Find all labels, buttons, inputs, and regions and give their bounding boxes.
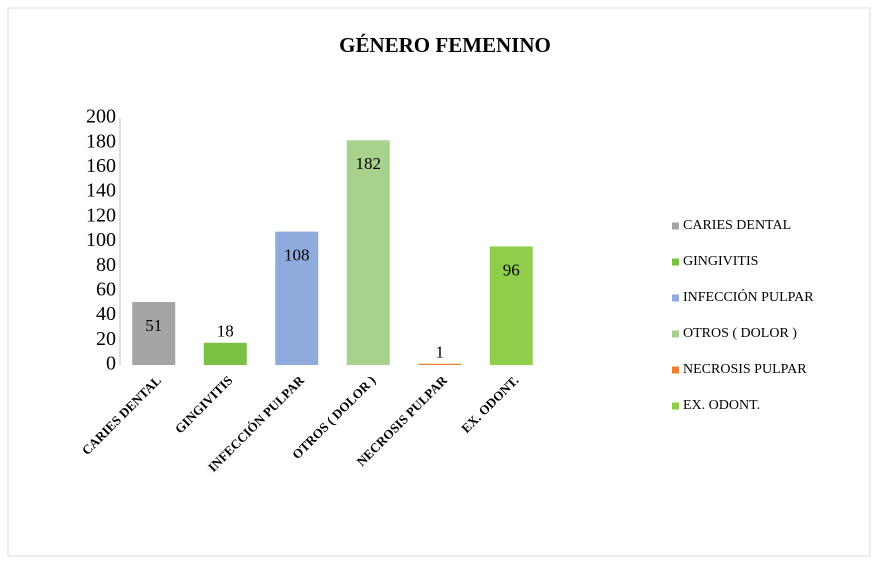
y-tick-label: 100 <box>86 229 116 251</box>
legend-swatch <box>672 330 679 338</box>
data-label: 182 <box>356 154 382 173</box>
y-tick-label: 200 <box>86 106 116 128</box>
chart-border <box>7 7 871 557</box>
y-tick-label: 140 <box>86 180 116 202</box>
y-tick-label: 60 <box>96 278 116 300</box>
bar <box>132 302 176 365</box>
legend-label: EX. ODONT. <box>683 398 760 413</box>
data-label: 108 <box>284 246 310 265</box>
bar <box>346 140 390 365</box>
y-tick-label: 40 <box>96 303 116 325</box>
legend-label: NECROSIS PULPAR <box>683 362 807 377</box>
y-tick-label: 160 <box>86 155 116 177</box>
data-label: 1 <box>436 343 445 362</box>
legend-label: CARIES DENTAL <box>683 218 791 233</box>
legend-label: INFECCIÓN PULPAR <box>683 288 814 305</box>
legend-swatch <box>672 402 679 410</box>
legend-swatch <box>672 366 679 374</box>
legend-swatch <box>672 222 679 230</box>
bar <box>489 246 533 365</box>
chart-title: GÉNERO FEMENINO <box>339 33 551 57</box>
data-label: 18 <box>217 322 234 341</box>
bar <box>203 342 247 365</box>
data-label: 51 <box>145 316 162 335</box>
legend-swatch <box>672 258 679 266</box>
legend-swatch <box>672 294 679 302</box>
bar <box>275 231 319 365</box>
y-tick-label: 0 <box>106 353 116 375</box>
legend-label: GINGIVITIS <box>683 254 758 269</box>
data-label: 96 <box>503 260 520 279</box>
bar <box>418 363 462 365</box>
y-tick-label: 20 <box>96 328 116 350</box>
y-tick-label: 180 <box>86 130 116 152</box>
legend-label: OTROS ( DOLOR ) <box>683 326 797 341</box>
y-tick-label: 80 <box>96 254 116 276</box>
y-tick-label: 120 <box>86 204 116 226</box>
